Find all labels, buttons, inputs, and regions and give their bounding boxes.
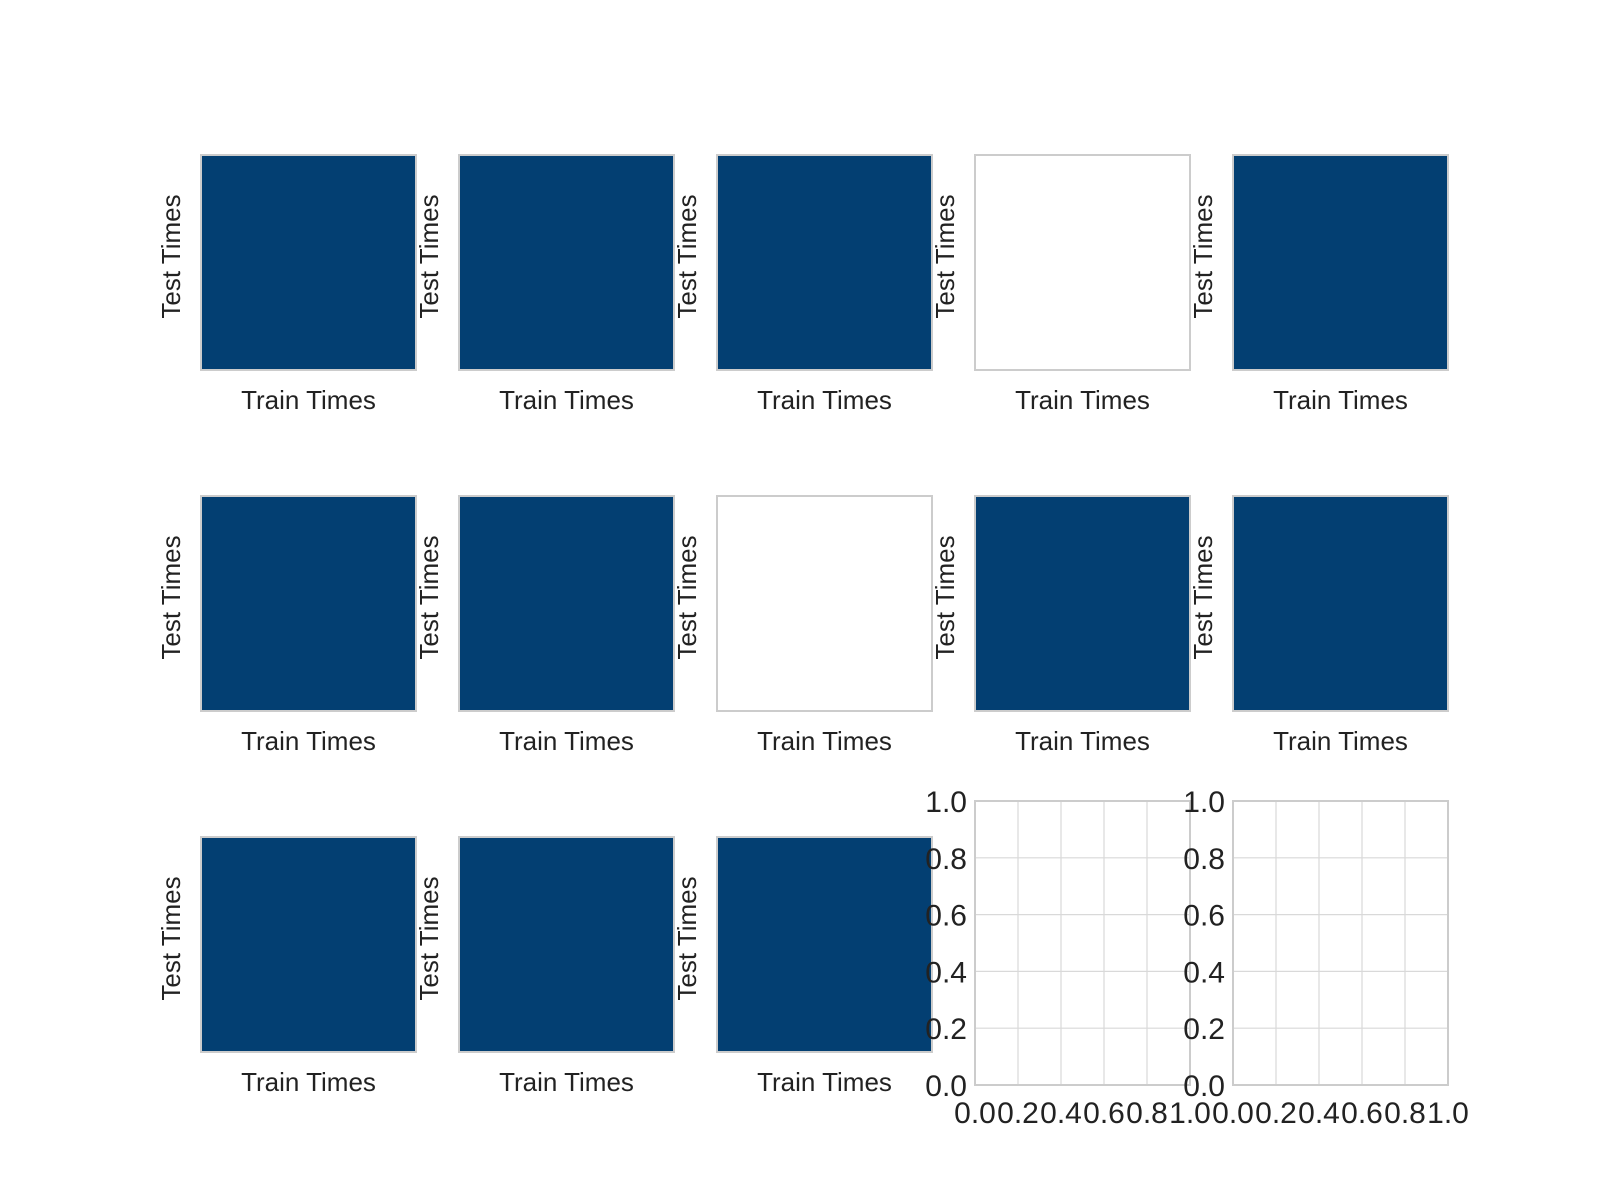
y-axis-label: Test Times: [156, 535, 186, 659]
x-tick-label: 0.8: [1384, 1097, 1426, 1130]
subplot-10: Train Times Test Times: [1188, 495, 1449, 756]
y-tick-label: 0.2: [925, 1013, 967, 1046]
y-axis-label: Test Times: [156, 194, 186, 318]
y-axis-label: Test Times: [414, 194, 444, 318]
heatmap-cell-filled: [458, 154, 675, 371]
x-axis-label: Train Times: [757, 726, 892, 756]
heatmap-cell-filled: [716, 154, 933, 371]
y-axis-label: Test Times: [156, 876, 186, 1000]
x-axis-label: Train Times: [1273, 385, 1408, 415]
x-axis-label: Train Times: [757, 385, 892, 415]
subplot-7: Train Times Test Times: [414, 495, 675, 756]
subplot-15: 0.0 0.2 0.4 0.6 0.8 1.00.00.20.40.60.81.0: [1183, 786, 1469, 1130]
heatmap-cell-filled: [200, 495, 417, 712]
heatmap-cell-filled: [458, 495, 675, 712]
y-axis-label: Test Times: [414, 535, 444, 659]
heatmap-cell-filled: [974, 495, 1191, 712]
y-tick-label: 0.6: [1183, 900, 1225, 933]
x-tick-label: 0.8: [1126, 1097, 1168, 1130]
x-tick-label: 0.2: [997, 1097, 1039, 1130]
x-axis-label: Train Times: [241, 726, 376, 756]
subplot-8: Train Times Test Times: [672, 495, 933, 756]
y-tick-label: 0.0: [1183, 1070, 1225, 1103]
y-axis-label: Test Times: [672, 535, 702, 659]
y-axis-label: Test Times: [672, 876, 702, 1000]
subplot-14: 0.0 0.2 0.4 0.6 0.8 1.00.00.20.40.60.81.0: [925, 786, 1211, 1130]
subplot-12: Train Times Test Times: [414, 836, 675, 1097]
x-tick-label: 0.6: [1341, 1097, 1383, 1130]
y-axis-label: Test Times: [1188, 535, 1218, 659]
y-axis-label: Test Times: [930, 535, 960, 659]
y-tick-label: 0.2: [1183, 1013, 1225, 1046]
y-tick-label: 0.8: [925, 843, 967, 876]
x-tick-label: 0.2: [1255, 1097, 1297, 1130]
x-axis-label: Train Times: [1015, 385, 1150, 415]
subplot-5: Train Times Test Times: [1188, 154, 1449, 415]
x-axis-label: Train Times: [499, 385, 634, 415]
subplot-9: Train Times Test Times: [930, 495, 1191, 756]
subplot-1: Train Times Test Times: [156, 154, 417, 415]
x-axis-label: Train Times: [241, 1067, 376, 1097]
heatmap-cell-filled: [200, 836, 417, 1053]
y-axis-label: Test Times: [930, 194, 960, 318]
y-tick-label: 0.4: [1183, 956, 1225, 989]
x-axis-label: Train Times: [1273, 726, 1408, 756]
y-axis-label: Test Times: [672, 194, 702, 318]
x-axis-label: Train Times: [757, 1067, 892, 1097]
y-tick-label: 0.8: [1183, 843, 1225, 876]
y-tick-label: 1.0: [925, 786, 967, 819]
heatmap-cell-filled: [1232, 495, 1449, 712]
x-axis-label: Train Times: [499, 1067, 634, 1097]
x-tick-label: 0.4: [1040, 1097, 1082, 1130]
x-tick-label: 1.0: [1427, 1097, 1469, 1130]
x-tick-label: 0.0: [1212, 1097, 1254, 1130]
axes-frame: [974, 800, 1191, 1086]
subplot-3: Train Times Test Times: [672, 154, 933, 415]
x-axis-label: Train Times: [499, 726, 634, 756]
x-tick-label: 0.0: [954, 1097, 996, 1130]
heatmap-cell-empty: [974, 154, 1191, 371]
y-axis-label: Test Times: [414, 876, 444, 1000]
y-axis-label: Test Times: [1188, 194, 1218, 318]
heatmap-cell-filled: [1232, 154, 1449, 371]
x-tick-label: 0.4: [1298, 1097, 1340, 1130]
heatmap-cell-empty: [716, 495, 933, 712]
x-axis-label: Train Times: [241, 385, 376, 415]
subplot-6: Train Times Test Times: [156, 495, 417, 756]
heatmap-cell-filled: [716, 836, 933, 1053]
y-tick-label: 0.6: [925, 900, 967, 933]
x-tick-label: 0.6: [1083, 1097, 1125, 1130]
x-axis-label: Train Times: [1015, 726, 1150, 756]
y-tick-label: 1.0: [1183, 786, 1225, 819]
subplot-4: Train Times Test Times: [930, 154, 1191, 415]
heatmap-cell-filled: [200, 154, 417, 371]
y-tick-label: 0.0: [925, 1070, 967, 1103]
subplot-13: Train Times Test Times: [672, 836, 933, 1097]
y-tick-label: 0.4: [925, 956, 967, 989]
axes-frame: [1232, 800, 1449, 1086]
subplot-11: Train Times Test Times: [156, 836, 417, 1097]
heatmap-cell-filled: [458, 836, 675, 1053]
subplot-2: Train Times Test Times: [414, 154, 675, 415]
x-tick-label: 1.0: [1169, 1097, 1211, 1130]
